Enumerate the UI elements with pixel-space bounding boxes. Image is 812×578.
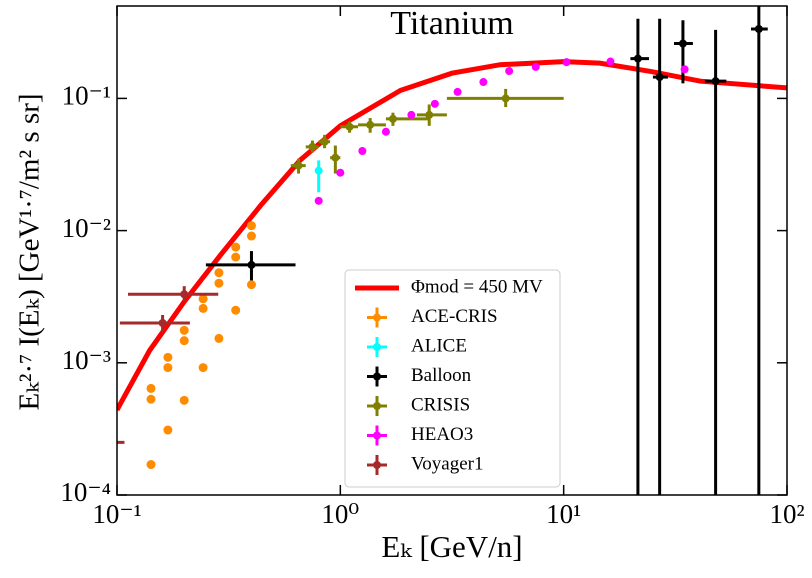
y-tick-label: 10⁻³ [62, 345, 111, 375]
data-point [294, 161, 303, 170]
legend-swatch [373, 343, 381, 351]
data-point [214, 333, 224, 343]
data-point [231, 252, 241, 262]
x-tick-label: 10² [769, 499, 804, 529]
data-point [331, 153, 340, 162]
data-point [479, 78, 488, 87]
data-point [146, 394, 156, 404]
data-point [146, 460, 156, 470]
legend-swatch [373, 402, 381, 410]
data-point [501, 94, 510, 103]
data-point [231, 242, 241, 252]
data-point [246, 221, 256, 231]
data-point [179, 325, 189, 335]
data-point [366, 120, 375, 129]
legend-swatch [373, 313, 381, 322]
y-axis-label: Eₖ²·⁷ I(Eₖ) [GeV¹·⁷/m² s sr] [14, 93, 46, 410]
data-point [531, 62, 540, 71]
data-point [425, 110, 434, 119]
chart-title: Titanium [390, 5, 513, 42]
legend-entries: Φmod = 450 MV ACE-CRIS ALICE Balloon CRISIS H… [355, 276, 543, 475]
data-point [198, 303, 208, 313]
data-point [179, 336, 189, 346]
data-point [247, 260, 256, 269]
data-point [246, 231, 256, 241]
model-curve [117, 59, 787, 412]
data-point [680, 65, 689, 74]
data-point [180, 290, 189, 299]
data-point [320, 137, 329, 146]
data-point [655, 73, 664, 82]
plot-area [117, 6, 787, 495]
data-point [388, 114, 397, 123]
y-tick-label: 10⁻² [62, 213, 111, 243]
data-point [146, 383, 156, 393]
data-point [562, 58, 571, 67]
x-tick-label: 10⁻¹ [92, 499, 141, 529]
legend-label: ACE-CRIS [411, 306, 498, 327]
legend-swatch [373, 372, 381, 381]
legend-label: ALICE [411, 335, 467, 356]
data-point [179, 395, 189, 405]
data-point [163, 352, 173, 362]
data-point [606, 57, 615, 66]
data-point [754, 24, 763, 33]
data-point [678, 39, 687, 48]
data-point [505, 67, 514, 76]
legend-label: Φmod = 450 MV [411, 276, 543, 297]
data-point [246, 280, 256, 290]
legend [344, 269, 561, 488]
x-tick-label: 10¹ [546, 499, 581, 529]
x-axis-label: Eₖ [GeV/n] [381, 529, 522, 564]
data-point [358, 147, 367, 156]
data-point [198, 363, 208, 373]
y-tick-label: 10⁻¹ [62, 81, 111, 111]
data-point [345, 122, 354, 131]
legend-label: HEAO3 [411, 424, 473, 445]
data-point [430, 99, 439, 108]
data-point [231, 305, 241, 315]
data-point [163, 425, 173, 435]
data-point [711, 77, 720, 86]
data-point [453, 87, 462, 96]
data-point [314, 196, 323, 205]
data-point [633, 54, 642, 63]
data-point [308, 142, 317, 151]
x-tick-label: 10⁰ [321, 499, 359, 529]
legend-swatch [373, 431, 381, 440]
data-point [407, 110, 416, 119]
data-point [158, 319, 167, 328]
legend-label: Balloon [411, 365, 472, 386]
data-point [198, 294, 208, 304]
y-tick-label: 10⁻⁴ [60, 477, 111, 507]
legend-label: Voyager1 [411, 453, 483, 474]
legend-label: CRISIS [411, 394, 470, 415]
data-point [381, 127, 390, 136]
data-point [214, 278, 224, 288]
data-point [163, 363, 173, 373]
legend-swatch [373, 461, 381, 469]
data-point [314, 166, 323, 175]
axes: 10⁻¹ 10⁰ 10¹ 10² 10⁻⁴ 10⁻³ 10⁻² 10⁻¹ [60, 6, 805, 529]
data-point [214, 268, 224, 278]
data-point [336, 168, 345, 177]
axes-frame [116, 5, 788, 496]
